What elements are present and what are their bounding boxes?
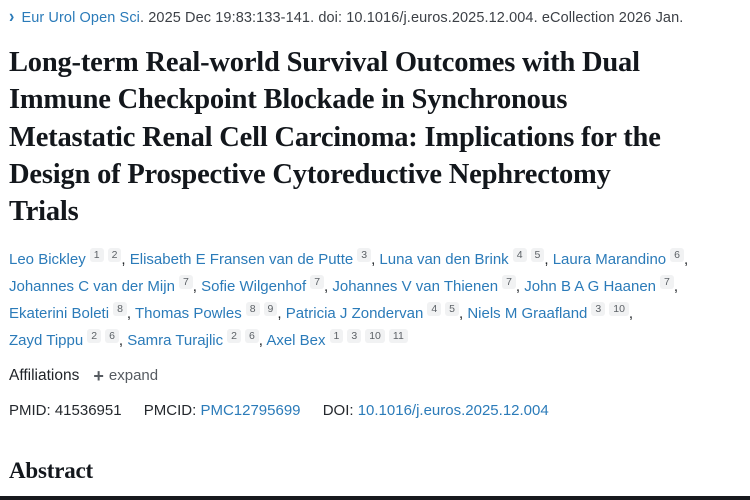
author-separator: , <box>277 304 286 322</box>
journal-link[interactable]: Eur Urol Open Sci <box>21 10 140 26</box>
author-separator: , <box>118 331 128 349</box>
affiliation-number-chip[interactable]: 10 <box>365 328 385 344</box>
author-link[interactable]: Thomas Powles <box>134 304 242 322</box>
affiliation-number-chip[interactable]: 4 <box>427 301 442 317</box>
author: Niels M Graafland 3 10 <box>467 301 629 322</box>
pmcid-link[interactable]: PMC12795699 <box>200 401 301 419</box>
affiliation-number-chip[interactable]: 3 <box>357 247 372 263</box>
author-link[interactable]: Leo Bickley <box>9 250 86 268</box>
author-separator: , <box>324 277 333 295</box>
affiliation-number-chip[interactable]: 3 <box>347 328 362 344</box>
author: Zayd Tippu 2 6 <box>9 328 119 349</box>
author-separator: , <box>192 277 202 295</box>
author-link[interactable]: Johannes V van Thienen <box>332 277 499 295</box>
author-separator: , <box>544 250 553 268</box>
abstract-section-divider-bar <box>0 496 750 500</box>
authors-list: Leo Bickley 1 2, Elisabeth E Fransen van d… <box>9 246 738 354</box>
author: Ekaterini Boleti 8 <box>9 301 127 322</box>
author: Sofie Wilgenhof 7 <box>201 274 325 295</box>
author-link[interactable]: Luna van den Brink <box>379 250 509 268</box>
author-link[interactable]: Elisabeth E Fransen van de Putte <box>129 250 354 268</box>
author-separator: , <box>126 304 135 322</box>
affiliation-number-chip[interactable]: 5 <box>530 247 545 263</box>
author-separator: , <box>683 250 689 268</box>
author-separator: , <box>258 331 267 349</box>
doi-group: DOI: 10.1016/j.euros.2025.12.004 <box>323 402 549 419</box>
chevron-right-icon: › <box>9 7 15 28</box>
author-separator: , <box>459 304 468 322</box>
pmcid-label: PMCID: <box>143 401 197 419</box>
plus-icon: + <box>93 365 104 386</box>
author-link[interactable]: Niels M Graafland <box>467 304 588 322</box>
author-separator: , <box>371 250 380 268</box>
author: Leo Bickley 1 2 <box>9 247 122 268</box>
author: Thomas Powles 8 9 <box>134 301 278 322</box>
affiliation-number-chip[interactable]: 9 <box>263 301 278 317</box>
author-link[interactable]: John B A G Haanen <box>524 277 657 295</box>
expand-label: expand <box>108 367 159 385</box>
author-link[interactable]: Ekaterini Boleti <box>9 304 110 322</box>
author-link[interactable]: Samra Turajlic <box>127 331 224 349</box>
author-separator: , <box>628 304 634 322</box>
affiliation-number-chip[interactable]: 7 <box>178 274 193 290</box>
expand-affiliations-button[interactable]: + expand <box>93 367 158 385</box>
affiliation-number-chip[interactable]: 6 <box>105 328 119 344</box>
author-link[interactable]: Laura Marandino <box>552 250 667 268</box>
identifiers-row: PMID: 41536951 PMCID: PMC12795699 DOI: 1… <box>9 402 738 419</box>
author: Samra Turajlic 2 6 <box>127 328 259 349</box>
author-link[interactable]: Axel Bex <box>266 331 326 349</box>
affiliation-number-chip[interactable]: 1 <box>89 247 104 263</box>
article-page: › Eur Urol Open Sci. 2025 Dec 19:83:133-1… <box>9 7 738 483</box>
author-separator: , <box>121 250 130 268</box>
affiliation-number-chip[interactable]: 11 <box>388 328 408 344</box>
author-link[interactable]: Zayd Tippu <box>9 331 84 349</box>
doi-link[interactable]: 10.1016/j.euros.2025.12.004 <box>357 401 549 419</box>
affiliation-number-chip[interactable]: 8 <box>245 301 260 317</box>
author-separator: , <box>673 277 679 295</box>
affiliation-number-chip[interactable]: 1 <box>329 328 344 344</box>
author: John B A G Haanen 7 <box>524 274 674 295</box>
pmid-label: PMID: <box>9 401 51 419</box>
affiliation-number-chip[interactable]: 7 <box>310 274 325 290</box>
article-title: Long-term Real-world Survival Outcomes w… <box>9 47 661 228</box>
affiliation-number-chip[interactable]: 4 <box>512 247 527 263</box>
affiliation-number-chip[interactable]: 6 <box>670 247 684 263</box>
affiliations-label: Affiliations <box>9 366 80 384</box>
citation-text: . 2025 Dec 19:83:133-141. doi: 10.1016/j… <box>140 10 684 26</box>
pmid-value: 41536951 <box>54 401 122 419</box>
author: Luna van den Brink 4 5 <box>379 247 545 268</box>
affiliation-number-chip[interactable]: 8 <box>113 301 127 317</box>
affiliations-row: Affiliations + expand <box>9 367 738 385</box>
affiliation-number-chip[interactable]: 3 <box>591 301 606 317</box>
pmcid-group: PMCID: PMC12795699 <box>144 402 305 419</box>
affiliation-number-chip[interactable]: 6 <box>244 328 259 344</box>
author-link[interactable]: Johannes C van der Mijn <box>9 277 175 295</box>
affiliation-number-chip[interactable]: 2 <box>227 328 241 344</box>
affiliation-number-chip[interactable]: 7 <box>660 274 674 290</box>
journal-citation: › Eur Urol Open Sci. 2025 Dec 19:83:133-1… <box>9 7 738 28</box>
doi-label: DOI: <box>322 401 354 419</box>
affiliation-number-chip[interactable]: 10 <box>609 301 629 317</box>
author-link[interactable]: Sofie Wilgenhof <box>201 277 307 295</box>
affiliation-number-chip[interactable]: 2 <box>87 328 102 344</box>
author-link[interactable]: Patricia J Zondervan <box>285 304 424 322</box>
pmid-group: PMID: 41536951 <box>9 402 126 419</box>
author: Elisabeth E Fransen van de Putte 3 <box>129 247 372 268</box>
author: Laura Marandino 6 <box>552 247 684 268</box>
affiliation-number-chip[interactable]: 2 <box>107 247 122 263</box>
abstract-heading: Abstract <box>9 457 93 483</box>
author: Patricia J Zondervan 4 5 <box>285 301 459 322</box>
affiliation-number-chip[interactable]: 5 <box>445 301 459 317</box>
author-separator: , <box>515 277 525 295</box>
author: Axel Bex 1 3 10 11 <box>266 328 408 349</box>
author: Johannes C van der Mijn 7 <box>9 274 193 295</box>
author: Johannes V van Thienen 7 <box>332 274 516 295</box>
affiliation-number-chip[interactable]: 7 <box>502 274 516 290</box>
